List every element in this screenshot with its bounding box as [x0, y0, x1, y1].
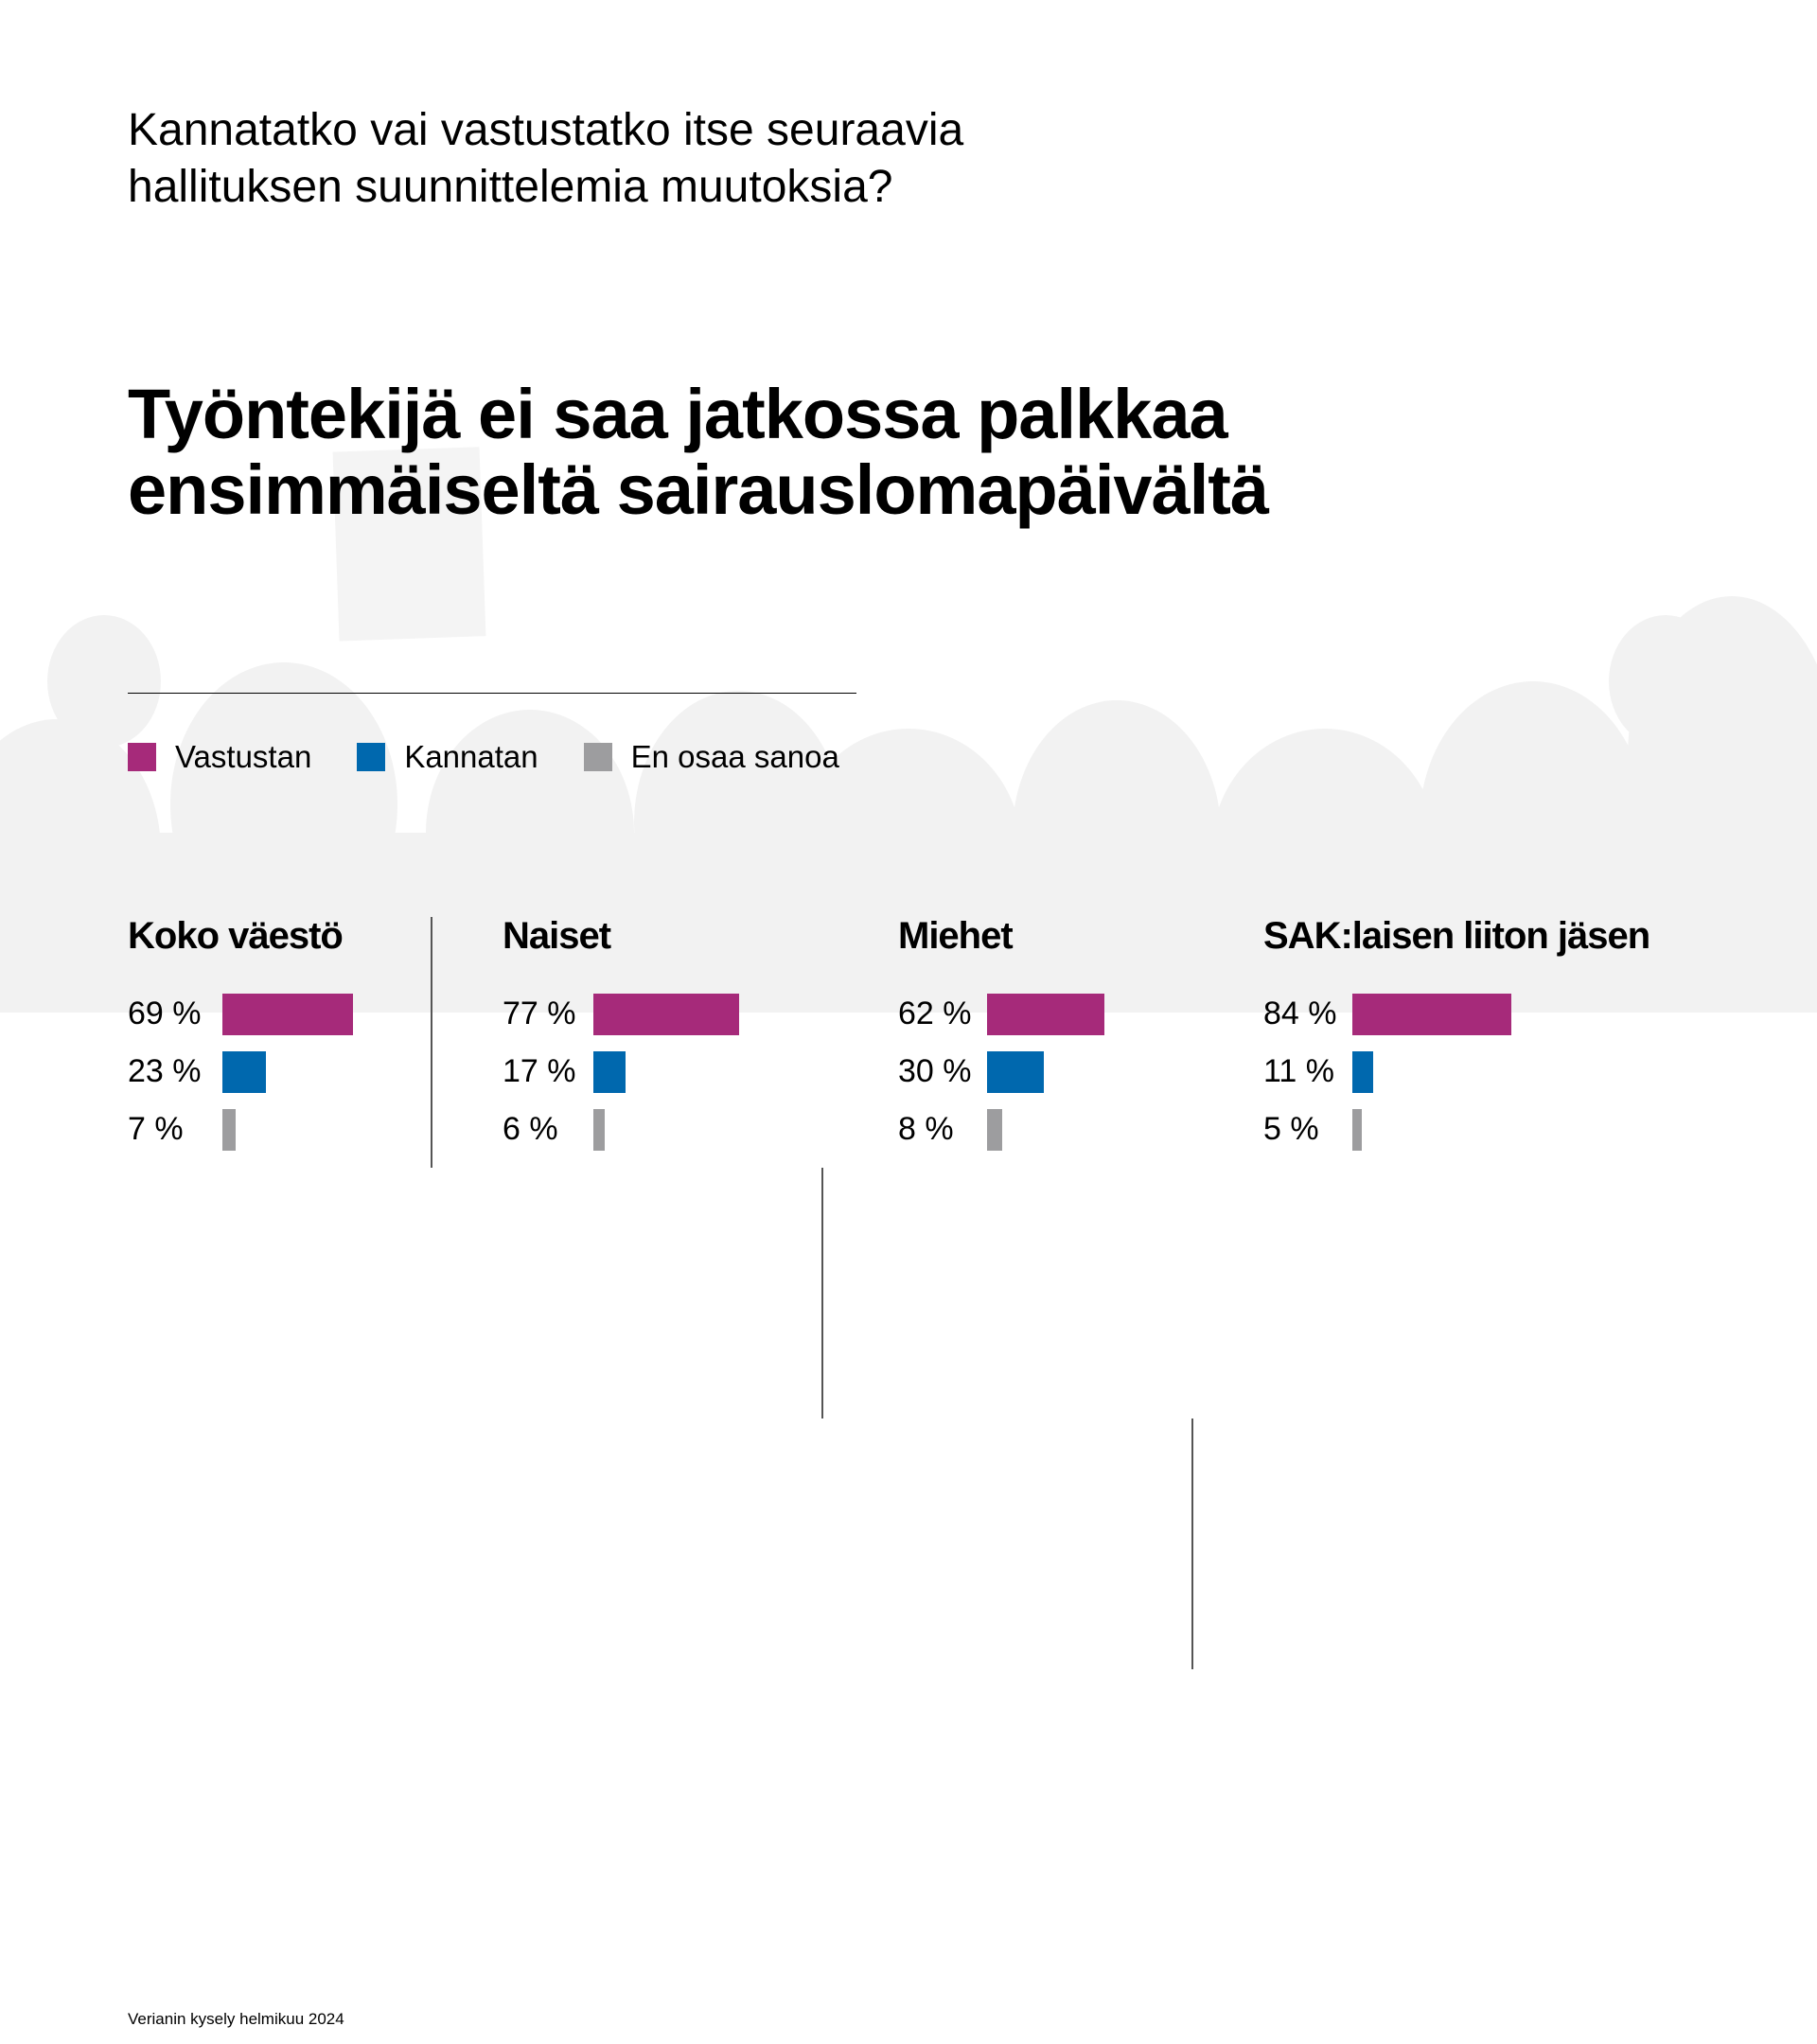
legend-label: Kannatan [404, 739, 538, 774]
legend-swatch-support [357, 743, 386, 771]
value-label: 5 % [1263, 1111, 1319, 1147]
value-label: 17 % [503, 1053, 576, 1089]
bar [222, 994, 353, 1035]
value-label: 84 % [1263, 996, 1337, 1031]
value-label: 8 % [898, 1111, 954, 1147]
bar [987, 1109, 1002, 1151]
group-divider [431, 917, 432, 1168]
bar [222, 1051, 266, 1093]
bar-row: 23 % [128, 1051, 506, 1093]
chart-heading: Työntekijä ei saa jatkossa palkkaa ensim… [128, 375, 1269, 529]
group-divider [1191, 1418, 1193, 1669]
bar [987, 1051, 1044, 1093]
value-label: 62 % [898, 996, 972, 1031]
group-title: Miehet [898, 915, 1014, 957]
group-title: Koko väestö [128, 915, 344, 957]
legend-item-support: Kannatan [357, 739, 538, 775]
value-label: 11 % [1263, 1053, 1334, 1089]
legend: Vastustan Kannatan En osaa sanoa [128, 739, 1817, 775]
crowd-silhouette-background [0, 447, 1817, 1013]
bar [593, 1109, 605, 1151]
bar-row: 77 % [503, 994, 881, 1035]
value-label: 77 % [503, 996, 576, 1031]
legend-item-dontknow: En osaa sanoa [583, 739, 839, 775]
bar-row: 17 % [503, 1051, 881, 1093]
bar-row: 11 % [1263, 1051, 1642, 1093]
bar-row: 8 % [898, 1109, 1277, 1151]
legend-swatch-dontknow [583, 743, 612, 771]
chart-group: SAK:laisen liiton jäsen 84 % 11 % 5 % [1263, 915, 1650, 1151]
bar [1352, 1109, 1362, 1151]
group-title: SAK:laisen liiton jäsen [1263, 915, 1650, 957]
legend-label: En osaa sanoa [630, 739, 839, 774]
chart-group: Naiset 77 % 17 % 6 % [503, 915, 739, 1151]
bar [222, 1109, 236, 1151]
legend-item-oppose: Vastustan [128, 739, 311, 775]
bar-row: 30 % [898, 1051, 1277, 1093]
survey-question: Kannatatko vai vastustatko itse seuraavi… [128, 105, 964, 212]
value-label: 69 % [128, 996, 202, 1031]
value-label: 7 % [128, 1111, 184, 1147]
bar-row: 7 % [128, 1109, 506, 1151]
value-label: 30 % [898, 1053, 972, 1089]
chart-group: Koko väestö 69 % 23 % 7 % [128, 915, 353, 1151]
bar [1352, 994, 1511, 1035]
value-label: 23 % [128, 1053, 202, 1089]
bar-row: 69 % [128, 994, 506, 1035]
legend-label: Vastustan [175, 739, 312, 774]
bar-row: 84 % [1263, 994, 1642, 1035]
group-divider [821, 1168, 823, 1418]
group-title: Naiset [503, 915, 611, 957]
legend-swatch-oppose [128, 743, 156, 771]
bar [593, 994, 739, 1035]
bar-row: 6 % [503, 1109, 881, 1151]
heading-divider [128, 693, 856, 694]
source-note: Verianin kysely helmikuu 2024 [128, 2010, 344, 2028]
chart-group: Miehet 62 % 30 % 8 % [898, 915, 1104, 1151]
value-label: 6 % [503, 1111, 558, 1147]
bar-row: 62 % [898, 994, 1277, 1035]
bar [1352, 1051, 1373, 1093]
bar-row: 5 % [1263, 1109, 1642, 1151]
bar [593, 1051, 626, 1093]
bar [987, 994, 1104, 1035]
